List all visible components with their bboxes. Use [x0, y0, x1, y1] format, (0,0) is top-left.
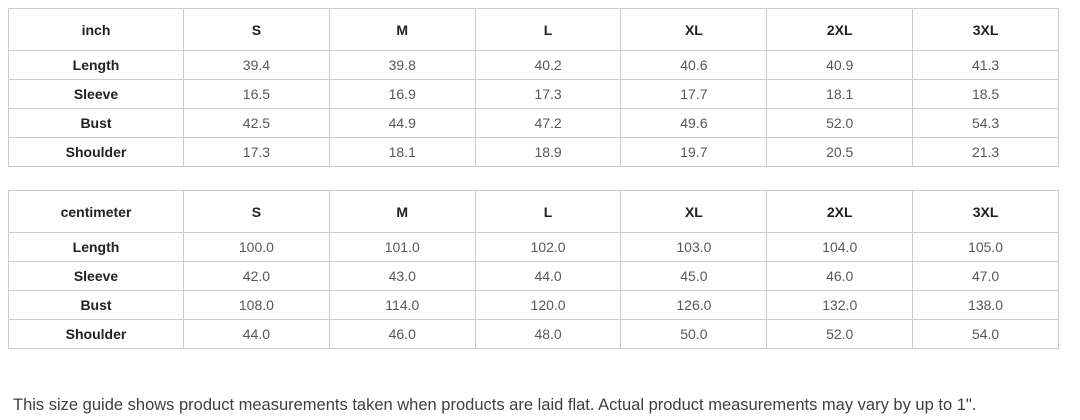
measurement-value-cell: 46.0	[766, 261, 914, 291]
measurement-label-cell: Sleeve	[8, 261, 184, 291]
measurement-value-cell: 103.0	[620, 232, 768, 262]
measurement-value-cell: 43.0	[328, 261, 476, 291]
measurement-value-cell: 40.2	[474, 50, 622, 80]
measurement-label-cell: Shoulder	[8, 319, 184, 349]
measurement-label-cell: Sleeve	[8, 79, 184, 109]
header-row: centimeter S M L XL 2XL 3XL	[8, 190, 1059, 233]
measurement-value-cell: 138.0	[912, 290, 1059, 320]
measurement-value-cell: 47.2	[474, 108, 622, 138]
size-header-cell: XL	[620, 190, 768, 233]
measurement-value-cell: 18.5	[912, 79, 1059, 109]
measurement-label-cell: Bust	[8, 108, 184, 138]
table-row: Bust 42.5 44.9 47.2 49.6 52.0 54.3	[8, 108, 1059, 138]
table-row: Shoulder 17.3 18.1 18.9 19.7 20.5 21.3	[8, 137, 1059, 167]
size-header-cell: L	[474, 8, 622, 51]
measurement-label-cell: Length	[8, 50, 184, 80]
measurement-value-cell: 132.0	[766, 290, 914, 320]
measurement-value-cell: 120.0	[474, 290, 622, 320]
measurement-value-cell: 49.6	[620, 108, 768, 138]
measurement-value-cell: 40.6	[620, 50, 768, 80]
table-row: Sleeve 16.5 16.9 17.3 17.7 18.1 18.5	[8, 79, 1059, 109]
measurement-value-cell: 52.0	[766, 108, 914, 138]
size-guide-note: This size guide shows product measuremen…	[13, 396, 977, 414]
size-header-cell: M	[328, 8, 476, 51]
size-header-cell: S	[183, 190, 330, 233]
measurement-value-cell: 16.5	[183, 79, 330, 109]
measurement-value-cell: 21.3	[912, 137, 1059, 167]
size-table-centimeter: centimeter S M L XL 2XL 3XL Length 100.0 101.0 102…	[8, 190, 1059, 349]
table-row: Length 39.4 39.8 40.2 40.6 40.9 41.3	[8, 50, 1059, 80]
size-header-cell: L	[474, 190, 622, 233]
measurement-value-cell: 101.0	[328, 232, 476, 262]
measurement-value-cell: 114.0	[328, 290, 476, 320]
size-header-cell: 3XL	[912, 8, 1059, 51]
measurement-value-cell: 18.9	[474, 137, 622, 167]
measurement-value-cell: 47.0	[912, 261, 1059, 291]
measurement-value-cell: 20.5	[766, 137, 914, 167]
measurement-value-cell: 17.3	[183, 137, 330, 167]
measurement-label-cell: Bust	[8, 290, 184, 320]
size-header-cell: 2XL	[766, 190, 914, 233]
header-row: inch S M L XL 2XL 3XL	[8, 8, 1059, 51]
size-table-inch: inch S M L XL 2XL 3XL Length 39.4 39.8 40.2 40.6 40.…	[8, 8, 1059, 167]
measurement-value-cell: 18.1	[328, 137, 476, 167]
measurement-value-cell: 40.9	[766, 50, 914, 80]
table-row: Length 100.0 101.0 102.0 103.0 104.0 105.0	[8, 232, 1059, 262]
size-header-cell: 2XL	[766, 8, 914, 51]
measurement-value-cell: 18.1	[766, 79, 914, 109]
measurement-value-cell: 39.4	[183, 50, 330, 80]
unit-header-cell: inch	[8, 8, 184, 51]
size-tables-container: inch S M L XL 2XL 3XL Length 39.4 39.8 40.2 40.6 40.…	[8, 8, 1059, 349]
size-header-cell: S	[183, 8, 330, 51]
measurement-value-cell: 52.0	[766, 319, 914, 349]
size-header-cell: XL	[620, 8, 768, 51]
measurement-value-cell: 48.0	[474, 319, 622, 349]
size-header-cell: M	[328, 190, 476, 233]
measurement-value-cell: 108.0	[183, 290, 330, 320]
measurement-value-cell: 42.5	[183, 108, 330, 138]
measurement-value-cell: 42.0	[183, 261, 330, 291]
measurement-value-cell: 105.0	[912, 232, 1059, 262]
measurement-value-cell: 46.0	[328, 319, 476, 349]
measurement-value-cell: 17.3	[474, 79, 622, 109]
measurement-value-cell: 17.7	[620, 79, 768, 109]
measurement-value-cell: 44.9	[328, 108, 476, 138]
measurement-value-cell: 41.3	[912, 50, 1059, 80]
table-row: Bust 108.0 114.0 120.0 126.0 132.0 138.0	[8, 290, 1059, 320]
measurement-value-cell: 44.0	[474, 261, 622, 291]
measurement-value-cell: 104.0	[766, 232, 914, 262]
measurement-label-cell: Length	[8, 232, 184, 262]
measurement-value-cell: 50.0	[620, 319, 768, 349]
measurement-label-cell: Shoulder	[8, 137, 184, 167]
table-row: Shoulder 44.0 46.0 48.0 50.0 52.0 54.0	[8, 319, 1059, 349]
measurement-value-cell: 54.3	[912, 108, 1059, 138]
measurement-value-cell: 45.0	[620, 261, 768, 291]
measurement-value-cell: 16.9	[328, 79, 476, 109]
table-row: Sleeve 42.0 43.0 44.0 45.0 46.0 47.0	[8, 261, 1059, 291]
measurement-value-cell: 44.0	[183, 319, 330, 349]
measurement-value-cell: 100.0	[183, 232, 330, 262]
measurement-value-cell: 54.0	[912, 319, 1059, 349]
measurement-value-cell: 39.8	[328, 50, 476, 80]
unit-header-cell: centimeter	[8, 190, 184, 233]
measurement-value-cell: 102.0	[474, 232, 622, 262]
size-header-cell: 3XL	[912, 190, 1059, 233]
measurement-value-cell: 19.7	[620, 137, 768, 167]
measurement-value-cell: 126.0	[620, 290, 768, 320]
